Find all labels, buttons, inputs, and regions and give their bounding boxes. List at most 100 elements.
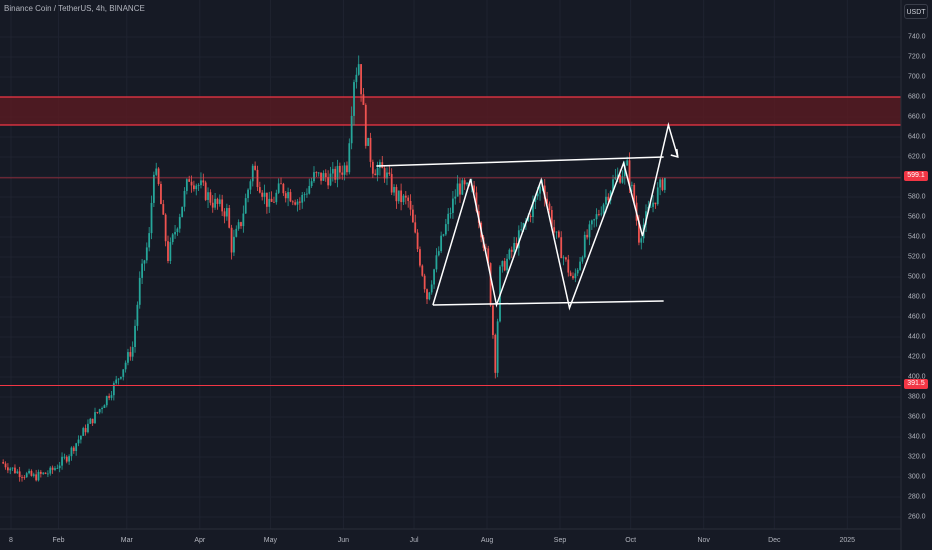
candle-body bbox=[195, 185, 198, 190]
candle-body bbox=[649, 206, 652, 208]
candle-body bbox=[49, 467, 52, 474]
arrow-head[interactable] bbox=[670, 148, 679, 159]
zigzag-projection[interactable] bbox=[432, 122, 679, 311]
price-tick-label: 480.0 bbox=[908, 293, 926, 301]
candle-body bbox=[640, 238, 643, 243]
candle-body bbox=[369, 137, 372, 162]
time-tick-label: Jul bbox=[409, 537, 419, 544]
candle-body bbox=[336, 165, 339, 180]
candle-body bbox=[656, 187, 659, 205]
candle-body bbox=[508, 249, 511, 259]
candle-body bbox=[419, 249, 421, 266]
candle-body bbox=[91, 418, 94, 424]
candle-body bbox=[188, 179, 191, 182]
candle-body bbox=[395, 186, 398, 202]
candle-body bbox=[379, 162, 381, 168]
candle-body bbox=[586, 234, 589, 238]
candle-body bbox=[228, 208, 231, 228]
candle-body bbox=[216, 198, 219, 204]
candle-body bbox=[117, 378, 120, 380]
candle-body bbox=[397, 190, 400, 202]
candle-body bbox=[494, 334, 497, 373]
candle-body bbox=[265, 192, 268, 207]
price-tick-label: 620.0 bbox=[908, 153, 926, 161]
candle-body bbox=[444, 224, 447, 235]
candle-body bbox=[303, 194, 306, 196]
candle-body bbox=[447, 213, 450, 225]
candle-body bbox=[23, 477, 26, 478]
candle-body bbox=[61, 456, 63, 466]
candle-body bbox=[28, 470, 30, 474]
candle-body bbox=[110, 395, 113, 398]
candle-body bbox=[492, 305, 494, 335]
candle-body bbox=[115, 379, 118, 384]
price-tick-label: 320.0 bbox=[908, 453, 926, 461]
candle-body bbox=[11, 467, 14, 469]
candle-body bbox=[402, 195, 405, 203]
candle-body bbox=[171, 234, 174, 243]
candle-body bbox=[148, 233, 151, 248]
time-tick-label: May bbox=[263, 537, 278, 544]
candle-body bbox=[600, 213, 603, 215]
candle-body bbox=[331, 168, 334, 174]
time-tick-label: 8 bbox=[9, 537, 13, 544]
candle-body bbox=[567, 259, 570, 273]
candle-body bbox=[254, 165, 257, 170]
candle-body bbox=[590, 220, 593, 225]
resistance-zone-fill[interactable] bbox=[0, 97, 901, 125]
candle-body bbox=[87, 423, 89, 433]
candle-body bbox=[367, 137, 370, 146]
candle-body bbox=[230, 227, 233, 253]
candle-body bbox=[534, 196, 537, 202]
candle-body bbox=[209, 192, 212, 203]
candle-body bbox=[287, 192, 289, 199]
candle-body bbox=[160, 183, 162, 205]
candle-body bbox=[546, 198, 548, 204]
candle-body bbox=[557, 231, 560, 238]
price-tick-label: 280.0 bbox=[908, 493, 926, 501]
candle-body bbox=[96, 412, 99, 413]
time-tick-label: Oct bbox=[625, 537, 637, 544]
candle-body bbox=[275, 192, 278, 203]
candle-body bbox=[35, 474, 38, 481]
pattern-drawing[interactable] bbox=[376, 122, 679, 311]
price-tick-label: 740.0 bbox=[908, 33, 926, 41]
candle-body bbox=[440, 235, 443, 252]
candle-body bbox=[529, 215, 532, 218]
candle-body bbox=[282, 183, 285, 194]
candle-body bbox=[548, 203, 551, 211]
candle-body bbox=[211, 202, 214, 208]
candle-body bbox=[348, 143, 351, 173]
candle-body bbox=[169, 242, 172, 262]
candle-body bbox=[313, 172, 315, 182]
candle-body bbox=[207, 192, 209, 200]
candle-body bbox=[94, 412, 96, 424]
lower-trendline[interactable] bbox=[432, 300, 664, 306]
candle-body bbox=[136, 304, 139, 326]
candle-body bbox=[327, 177, 330, 186]
resistance-zone[interactable] bbox=[0, 96, 901, 126]
candle-body bbox=[360, 64, 362, 95]
upper-trendline[interactable] bbox=[376, 156, 664, 167]
candle-body bbox=[77, 439, 80, 444]
candle-body bbox=[75, 443, 78, 452]
horizontal-levels[interactable] bbox=[0, 177, 901, 386]
candle-body bbox=[25, 473, 28, 478]
currency-button[interactable]: USDT bbox=[904, 4, 928, 19]
candle-body bbox=[225, 208, 228, 217]
candle-body bbox=[280, 183, 282, 185]
candle-body bbox=[105, 396, 108, 406]
price-tick-label: 440.0 bbox=[908, 333, 926, 341]
candle-body bbox=[218, 199, 221, 204]
candle-body bbox=[371, 161, 374, 174]
candle-body bbox=[131, 347, 134, 357]
candle-body bbox=[602, 204, 605, 214]
candle-body bbox=[197, 185, 200, 186]
candle-body bbox=[54, 468, 56, 470]
price-tick-label: 640.0 bbox=[908, 133, 926, 141]
candle-body bbox=[364, 104, 367, 146]
candle-body bbox=[310, 181, 313, 187]
candle-body bbox=[583, 234, 586, 258]
